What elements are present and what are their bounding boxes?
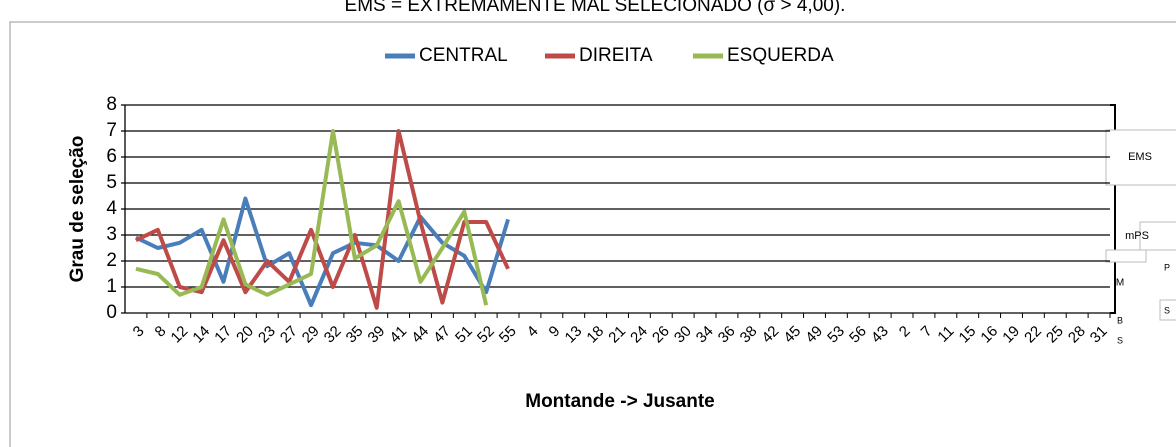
side-box <box>1139 221 1176 251</box>
x-tick-label: 45 <box>780 323 804 347</box>
x-tick-label: 13 <box>562 323 586 347</box>
x-tick-label: 8 <box>152 323 170 341</box>
x-tick-label: 52 <box>474 323 498 347</box>
x-tick-label: 53 <box>824 323 848 347</box>
x-tick-label: 21 <box>605 323 629 347</box>
x-tick-label: 29 <box>299 323 323 347</box>
y-tick-label: 5 <box>106 172 117 193</box>
x-tick-label: 28 <box>1065 323 1089 347</box>
y-tick-label: 4 <box>106 198 117 219</box>
annotation: B <box>1117 315 1123 325</box>
annotation: EMS <box>1128 151 1152 163</box>
y-tick-label: 7 <box>106 120 117 141</box>
chart-frame <box>9 21 1176 447</box>
x-tick-label: 7 <box>918 323 936 341</box>
y-tick-label: 2 <box>106 250 117 271</box>
y-tick-label: 3 <box>106 224 117 245</box>
x-tick-label: 43 <box>868 323 892 347</box>
series-line <box>135 129 510 310</box>
x-tick-label: 56 <box>846 323 870 347</box>
x-tick-label: 17 <box>211 323 235 347</box>
x-tick-label: 23 <box>255 323 279 347</box>
side-box <box>1105 129 1176 186</box>
legend-label: ESQUERDA <box>727 45 834 66</box>
x-tick-label: 35 <box>343 323 367 347</box>
x-tick-label: 32 <box>321 323 345 347</box>
x-tick-label: 30 <box>671 323 695 347</box>
x-tick-label: 18 <box>583 323 607 347</box>
y-tick-label: 1 <box>106 276 117 297</box>
x-tick-label: 39 <box>365 323 389 347</box>
x-tick-label: 20 <box>233 323 257 347</box>
x-tick-label: 16 <box>977 323 1001 347</box>
x-tick-label: 49 <box>802 323 826 347</box>
x-tick-label: 25 <box>1043 323 1067 347</box>
x-tick-label: 15 <box>956 323 980 347</box>
x-tick-label: 14 <box>189 323 213 347</box>
annotation: P <box>1164 262 1170 272</box>
x-tick-label: 47 <box>430 323 454 347</box>
x-tick-label: 27 <box>277 323 301 347</box>
x-tick-label: 31 <box>1087 323 1111 347</box>
chart-title: EMS = EXTREMAMENTE MAL SELECIONADO (σ > … <box>345 0 846 16</box>
side-box <box>1105 249 1147 263</box>
y-tick-label: 8 <box>106 94 117 115</box>
x-tick-label: 19 <box>999 323 1023 347</box>
x-tick-label: 36 <box>715 323 739 347</box>
x-tick-label: 11 <box>934 323 957 346</box>
annotation: mPS <box>1125 230 1149 242</box>
x-tick-label: 26 <box>649 323 673 347</box>
y-tick-label: 6 <box>106 146 117 167</box>
x-tick-label: 55 <box>496 323 520 347</box>
y-tick-label: 0 <box>106 302 117 323</box>
x-tick-label: 9 <box>546 323 564 341</box>
annotation: M <box>1116 278 1124 289</box>
x-tick-label: 41 <box>386 323 410 347</box>
x-tick-label: 34 <box>693 323 717 347</box>
x-axis-label: Montande -> Jusante <box>525 391 715 412</box>
series-line <box>135 129 489 306</box>
annotation: S <box>1117 335 1123 345</box>
x-tick-label: 44 <box>408 323 432 347</box>
x-tick-label: 42 <box>759 323 783 347</box>
annotation: S <box>1164 305 1170 315</box>
legend-label: DIREITA <box>579 45 653 66</box>
x-tick-label: 24 <box>627 323 651 347</box>
x-tick-label: 2 <box>896 323 914 341</box>
x-tick-label: 22 <box>1021 323 1045 347</box>
y-axis-label: Grau de seleção <box>67 136 88 283</box>
side-box <box>1159 299 1176 321</box>
x-tick-label: 4 <box>524 323 542 341</box>
legend-label: CENTRAL <box>419 45 508 66</box>
x-tick-label: 12 <box>168 323 192 347</box>
x-tick-label: 38 <box>737 323 761 347</box>
side-bracket <box>1110 104 1116 314</box>
x-tick-label: 51 <box>452 323 476 347</box>
x-tick-label: 3 <box>130 323 148 341</box>
